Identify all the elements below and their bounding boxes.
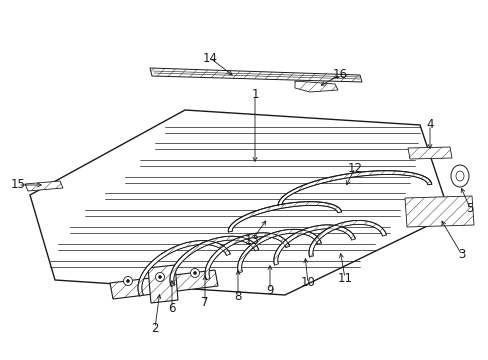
Polygon shape [150, 68, 361, 82]
Polygon shape [110, 270, 218, 299]
Polygon shape [278, 171, 431, 206]
Circle shape [123, 276, 132, 285]
Polygon shape [294, 81, 337, 92]
Polygon shape [404, 196, 473, 227]
Polygon shape [204, 233, 289, 280]
Text: 14: 14 [202, 51, 217, 64]
Polygon shape [308, 220, 386, 257]
Text: 9: 9 [265, 284, 273, 297]
Text: 6: 6 [168, 302, 175, 315]
Polygon shape [30, 110, 449, 295]
Text: 7: 7 [201, 296, 208, 309]
Circle shape [190, 269, 199, 278]
Text: 15: 15 [11, 179, 25, 192]
Text: 2: 2 [151, 321, 159, 334]
Polygon shape [228, 202, 341, 232]
Text: 12: 12 [347, 162, 362, 175]
Text: 8: 8 [234, 289, 241, 302]
Text: 4: 4 [426, 118, 433, 131]
Polygon shape [25, 181, 63, 191]
Circle shape [193, 271, 196, 274]
Circle shape [126, 279, 129, 283]
Polygon shape [148, 265, 178, 303]
Text: 1: 1 [251, 89, 258, 102]
Text: 10: 10 [300, 276, 315, 289]
Polygon shape [138, 240, 230, 296]
Circle shape [158, 275, 161, 279]
Text: 5: 5 [466, 202, 473, 215]
Polygon shape [170, 236, 258, 287]
Text: 11: 11 [337, 271, 352, 284]
Text: 13: 13 [244, 234, 259, 247]
Text: 3: 3 [457, 248, 465, 261]
Polygon shape [407, 147, 451, 159]
Ellipse shape [455, 171, 463, 181]
Polygon shape [237, 229, 321, 273]
Text: 16: 16 [332, 68, 347, 81]
Circle shape [155, 273, 164, 282]
Polygon shape [273, 225, 355, 265]
Ellipse shape [450, 165, 468, 187]
